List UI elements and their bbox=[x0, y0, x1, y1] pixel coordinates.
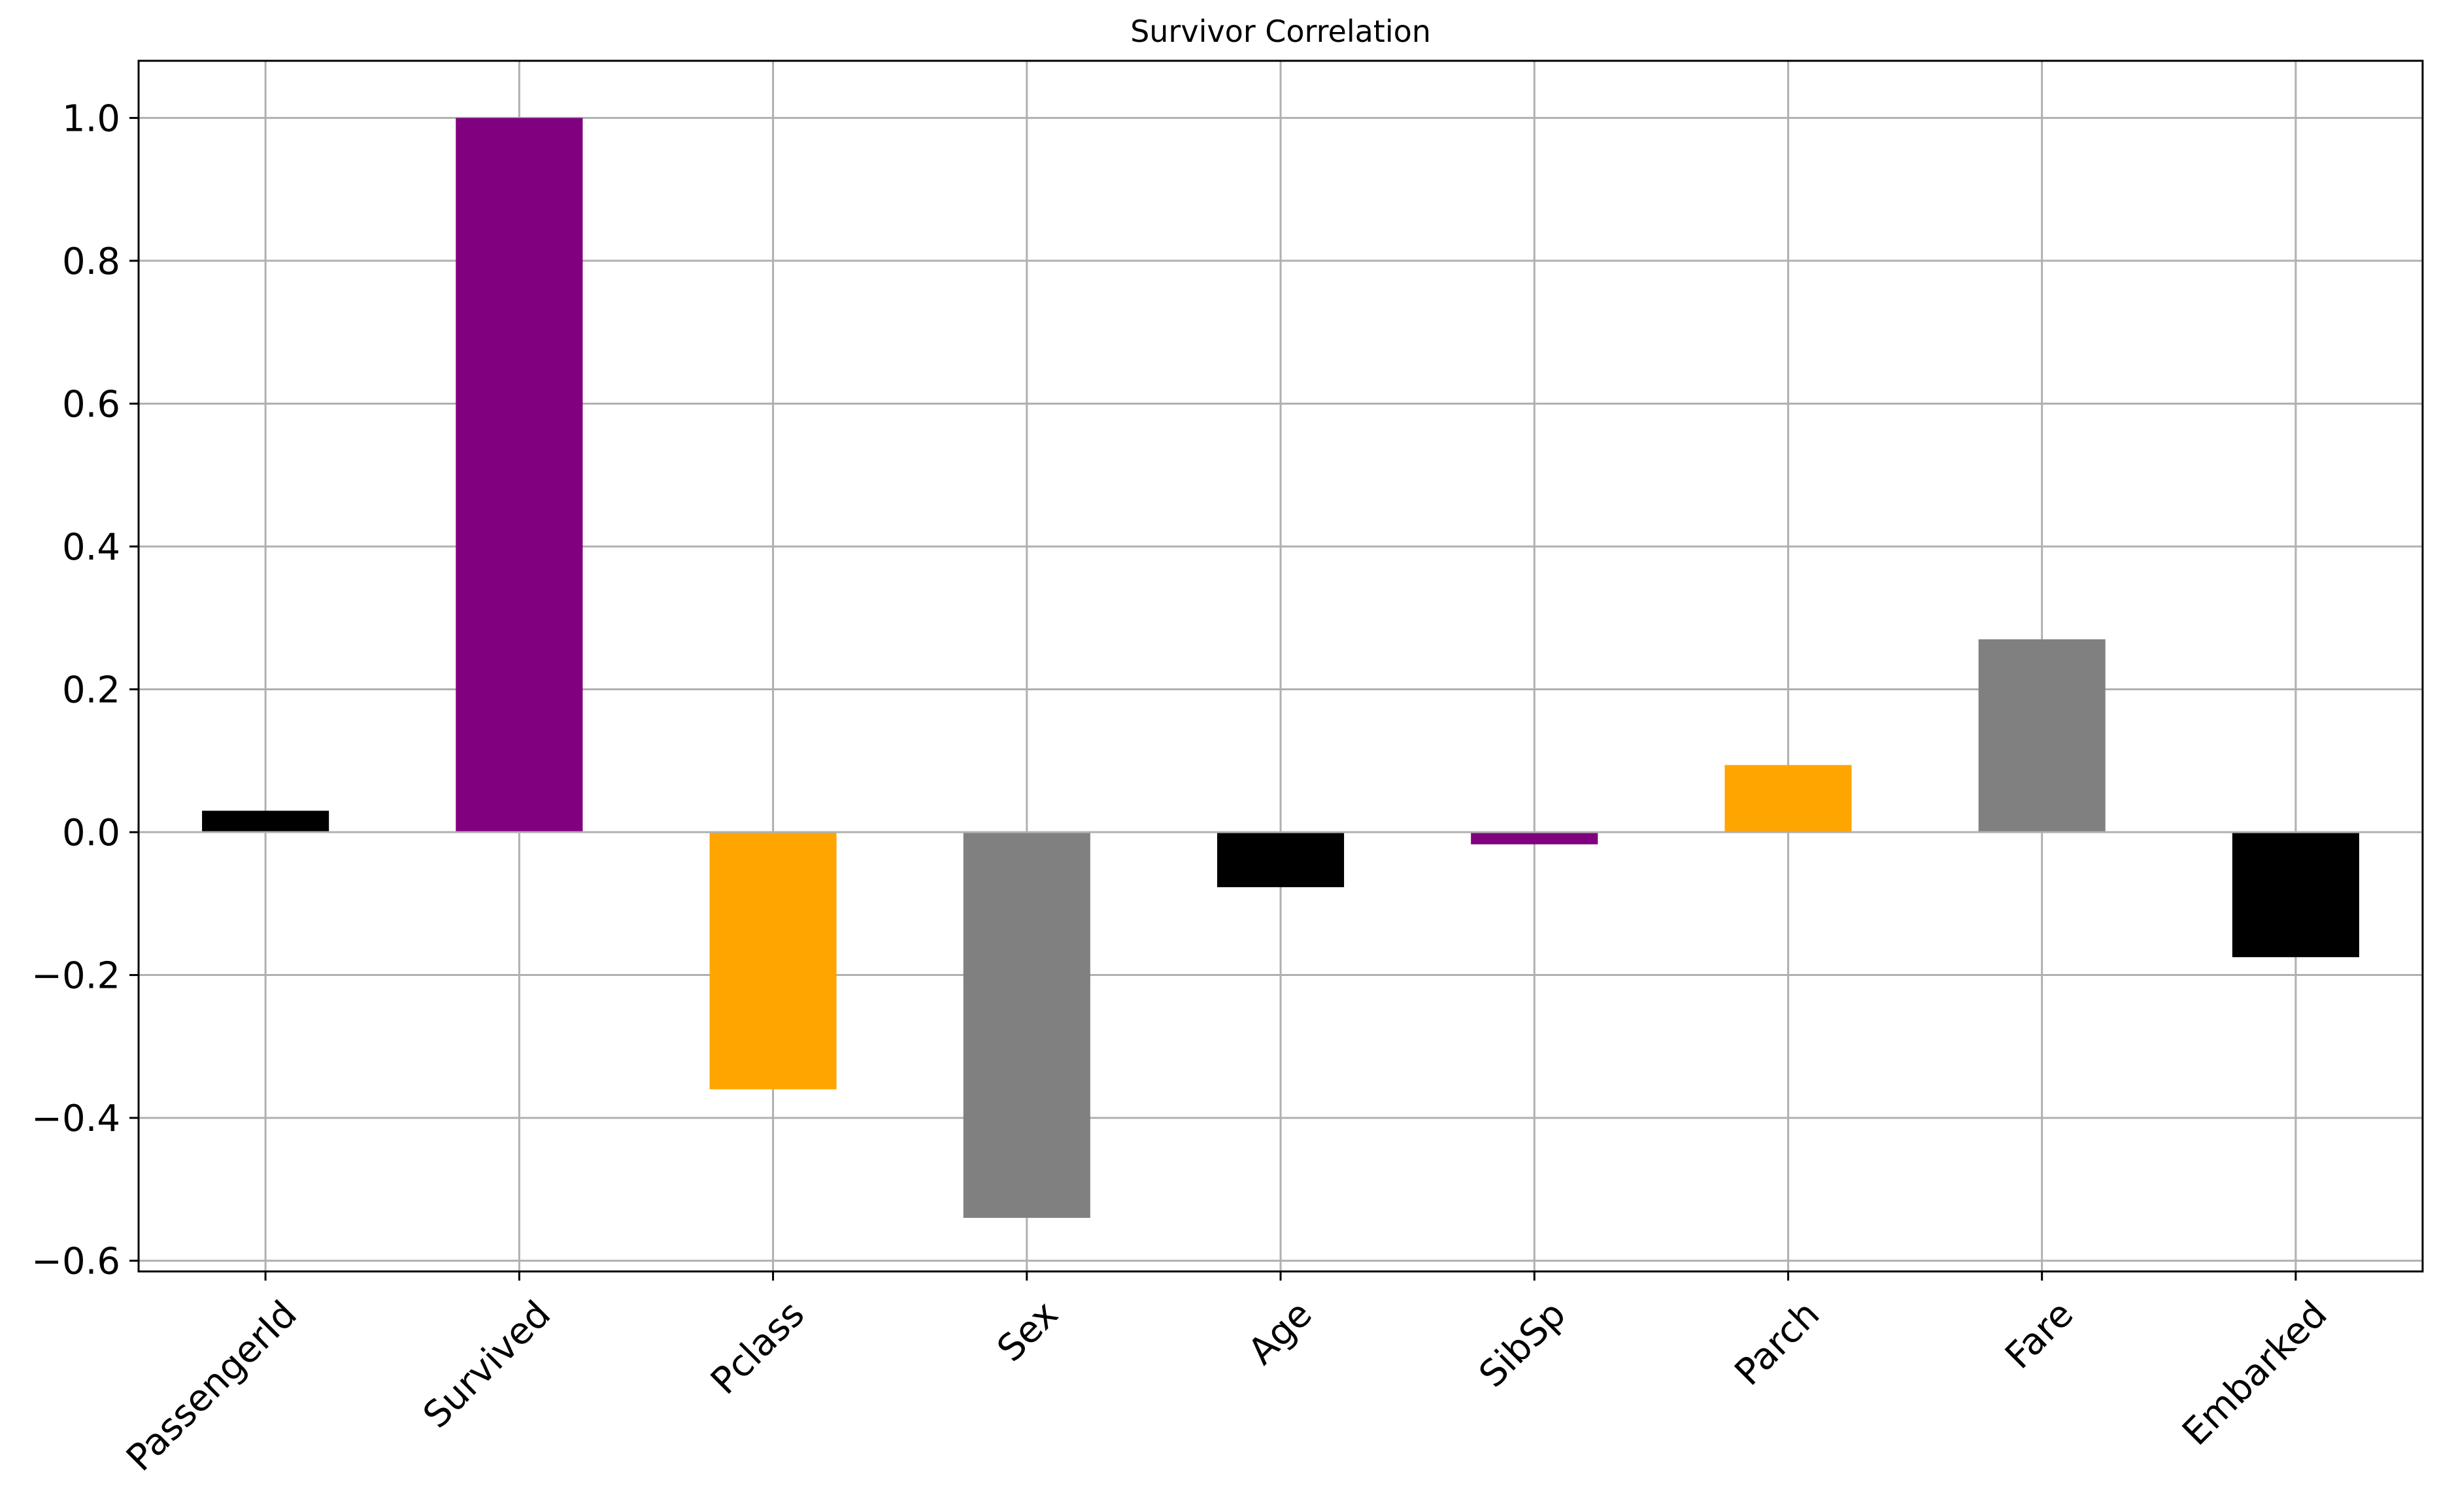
y-tick-label: 0.2 bbox=[62, 669, 120, 712]
bar-sibsp bbox=[1471, 832, 1598, 845]
y-tick-label: −0.6 bbox=[31, 1241, 120, 1283]
y-tick-label: 0.8 bbox=[62, 241, 120, 283]
bars bbox=[139, 118, 2423, 1218]
chart-title: Survivor Correlation bbox=[1130, 14, 1431, 49]
y-tick-label: 0.6 bbox=[62, 383, 120, 426]
bar-pclass bbox=[709, 832, 837, 1090]
bar-passengerid bbox=[202, 811, 329, 833]
y-tick-label: −0.4 bbox=[31, 1098, 120, 1140]
y-axis-ticks: −0.6 −0.4 −0.2 0.0 0.2 0.4 0.6 0.8 1.0 bbox=[31, 97, 139, 1283]
bar-embarked bbox=[2232, 832, 2359, 958]
y-tick-label: 1.0 bbox=[62, 97, 120, 140]
bar-fare bbox=[1978, 639, 2106, 833]
y-tick-label: 0.0 bbox=[62, 812, 120, 854]
plot-frame bbox=[137, 59, 2424, 1273]
bar-sex bbox=[963, 832, 1090, 1218]
y-tick-label: −0.2 bbox=[31, 955, 120, 998]
bar-survived bbox=[456, 118, 583, 833]
bar-age bbox=[1217, 832, 1345, 888]
y-tick-label: 0.4 bbox=[62, 526, 120, 569]
bar-parch bbox=[1724, 765, 1852, 833]
